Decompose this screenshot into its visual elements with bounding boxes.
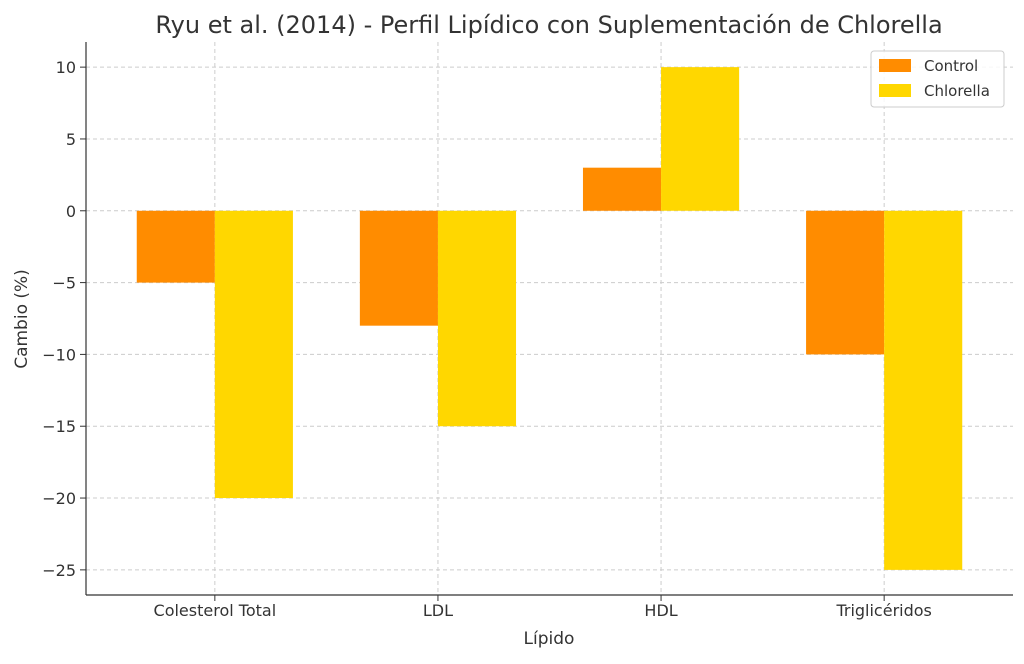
legend-swatch-chlorella <box>879 84 911 97</box>
chart-title: Ryu et al. (2014) - Perfil Lipídico con … <box>155 11 942 39</box>
x-tick-labels: Colesterol Total LDL HDL Triglicéridos <box>154 601 932 620</box>
legend-swatch-control <box>879 59 911 72</box>
legend-label-control: Control <box>924 57 978 75</box>
y-tick-label: −20 <box>42 489 76 508</box>
y-axis-label: Cambio (%) <box>12 269 32 369</box>
bar-chlorella-2 <box>661 67 740 211</box>
y-tick-label: 0 <box>66 202 76 221</box>
axes <box>80 42 1013 601</box>
bar-control-3 <box>806 210 885 355</box>
y-tick-label: −5 <box>52 274 76 293</box>
x-tick-label: Triglicéridos <box>835 601 931 620</box>
y-tick-label: −10 <box>42 345 76 364</box>
y-tick-label: −15 <box>42 417 76 436</box>
bar-control-0 <box>136 210 215 283</box>
x-tick-label: LDL <box>423 601 453 620</box>
y-tick-label: 5 <box>66 130 76 149</box>
y-tick-labels: 10 5 0 −5 −10 −15 −20 −25 <box>42 58 76 580</box>
bars <box>136 67 963 570</box>
x-axis-label: Lípido <box>524 629 575 649</box>
bar-chlorella-3 <box>884 210 963 570</box>
legend-label-chlorella: Chlorella <box>924 82 990 100</box>
bar-chlorella-0 <box>214 210 293 499</box>
legend: Control Chlorella <box>870 50 1005 108</box>
bar-control-1 <box>359 210 438 326</box>
y-tick-label: −25 <box>42 561 76 580</box>
y-tick-label: 10 <box>56 58 76 77</box>
bar-chlorella-1 <box>437 210 517 427</box>
bar-control-2 <box>582 167 662 211</box>
x-tick-label: HDL <box>644 601 677 620</box>
x-tick-label: Colesterol Total <box>154 601 277 620</box>
